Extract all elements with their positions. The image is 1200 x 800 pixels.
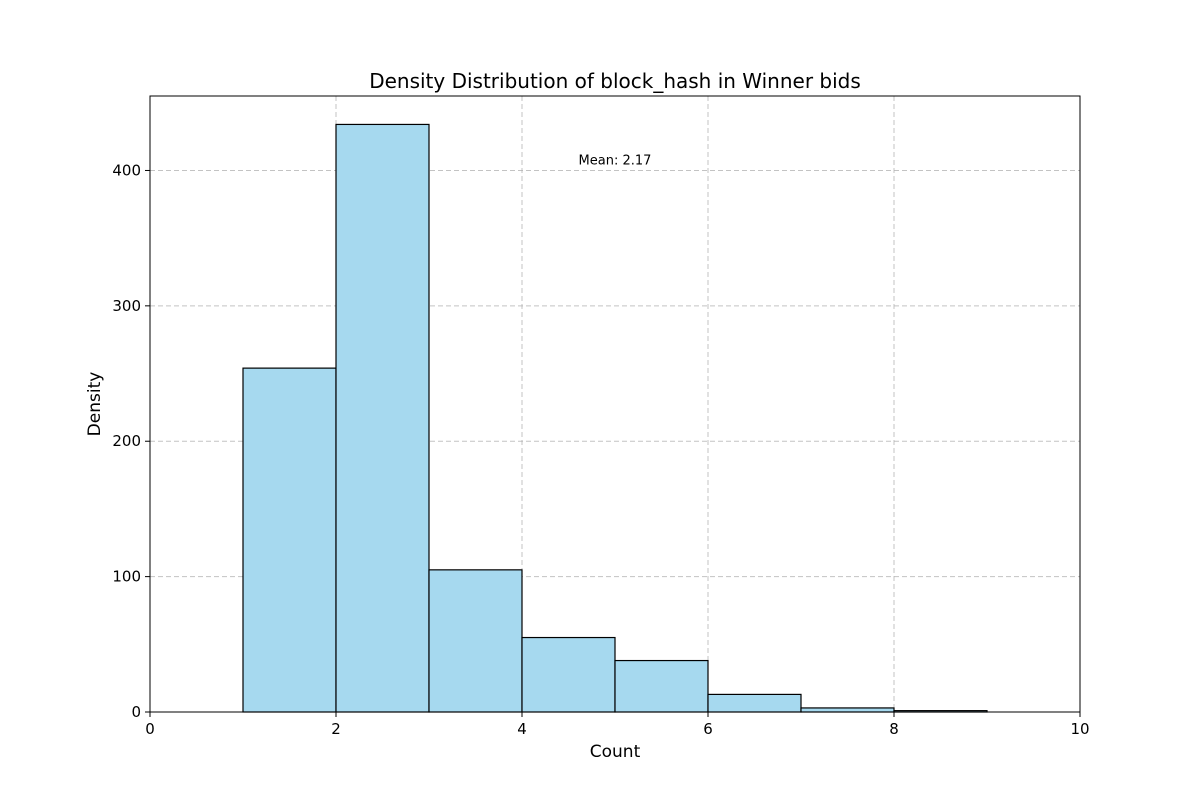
x-tick-label: 0: [145, 720, 155, 738]
x-tick-label: 8: [889, 720, 899, 738]
mean-annotation: Mean: 2.17: [579, 154, 652, 169]
y-tick-label: 400: [112, 161, 141, 179]
x-axis-label: Count: [590, 742, 641, 762]
chart-title: Density Distribution of block_hash in Wi…: [369, 69, 861, 93]
y-tick-label: 100: [112, 568, 141, 586]
x-axis: 0 2 4 6 8 10: [145, 712, 1090, 738]
histogram-bar: [800, 707, 895, 713]
histogram-bar: [428, 569, 523, 713]
histogram-bar: [521, 636, 616, 713]
x-tick-label: 2: [331, 720, 341, 738]
histogram-bar: [707, 693, 802, 713]
histogram-bar: [242, 367, 337, 713]
y-tick-label: 0: [131, 703, 141, 721]
y-axis: 0 100 200 300 400: [112, 161, 150, 721]
y-tick-label: 300: [112, 297, 141, 315]
annotation-layer: Mean: 2.17: [579, 154, 652, 169]
histogram-bar: [614, 659, 709, 713]
histogram-bar: [335, 123, 430, 713]
x-tick-label: 4: [517, 720, 527, 738]
x-tick-label: 10: [1070, 720, 1089, 738]
bars-layer: [242, 123, 988, 713]
plot-frame: [149, 95, 1081, 713]
y-axis-label: Density: [85, 372, 105, 437]
y-tick-label: 200: [112, 432, 141, 450]
x-tick-label: 6: [703, 720, 713, 738]
